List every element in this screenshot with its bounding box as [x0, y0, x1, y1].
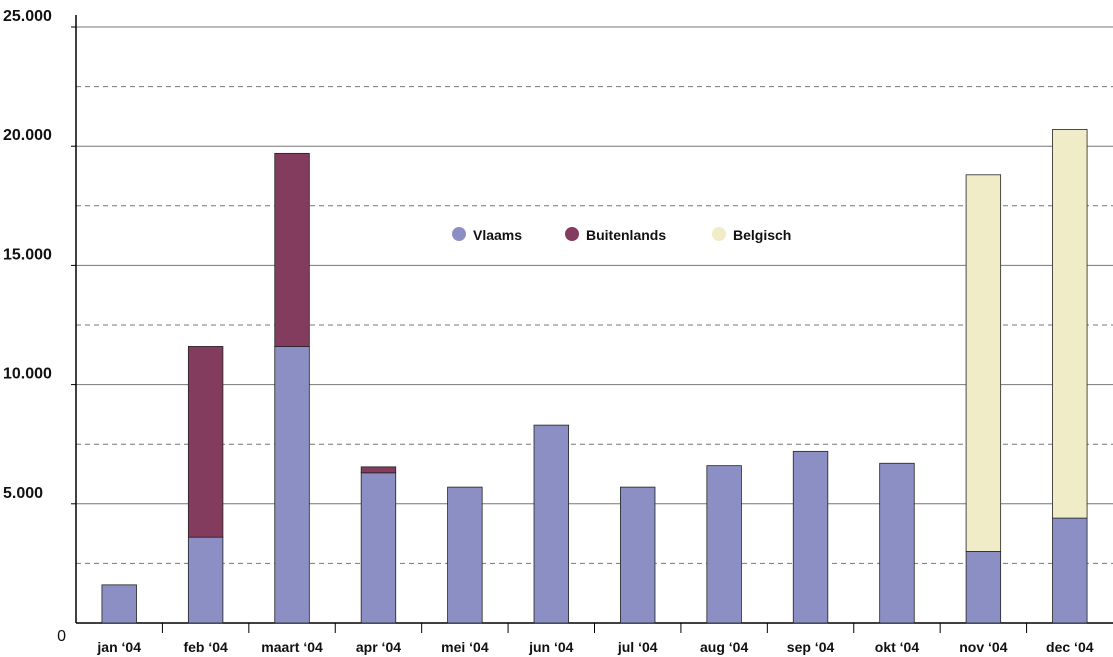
bar-segment	[360, 472, 397, 624]
y-tick-label: 15.000	[3, 246, 52, 263]
bar-segment	[533, 424, 569, 624]
bar-segment	[792, 450, 829, 624]
bar-segment	[1052, 129, 1088, 519]
x-tick-label: jun ‘04	[528, 639, 574, 655]
legend-label: Buitenlands	[586, 227, 666, 243]
legend-label: Vlaams	[473, 227, 522, 243]
y-tick-label: 5.000	[3, 485, 43, 502]
x-tick-label: maart ‘04	[261, 639, 323, 655]
x-tick-label: aug ‘04	[700, 639, 748, 655]
bar-segment	[274, 152, 310, 347]
y-tick-label: 10.000	[3, 366, 52, 383]
x-tick-label: jan ‘04	[96, 639, 141, 655]
bar-segment	[101, 584, 137, 624]
x-tick-label: sep ‘04	[787, 639, 835, 655]
bar-segment	[274, 346, 310, 624]
bar-segment	[1052, 517, 1088, 624]
x-tick-label: feb ‘04	[183, 639, 228, 655]
x-tick-label: dec ‘04	[1046, 639, 1094, 655]
x-tick-label: okt ‘04	[875, 639, 920, 655]
bar-segment	[447, 486, 483, 624]
bar-segment	[965, 174, 1002, 552]
bar-segment	[965, 551, 1002, 624]
legend-marker	[452, 227, 466, 241]
x-tick-label: nov ‘04	[959, 639, 1007, 655]
y-tick-label: 0	[57, 628, 66, 645]
y-tick-label: 25.000	[3, 8, 52, 25]
bar-segment	[620, 486, 656, 624]
bar-segment	[879, 462, 915, 624]
y-tick-label: 20.000	[3, 127, 52, 144]
legend-marker	[565, 227, 579, 241]
bar-segment	[187, 346, 224, 538]
bar-segment	[706, 465, 742, 624]
bar-segment	[360, 466, 397, 474]
x-tick-label: apr ‘04	[356, 639, 401, 655]
legend-marker	[712, 227, 726, 241]
x-tick-label: jul ‘04	[617, 639, 658, 655]
legend-label: Belgisch	[733, 227, 791, 243]
x-tick-label: mei ‘04	[441, 639, 489, 655]
bar-segment	[187, 536, 224, 624]
